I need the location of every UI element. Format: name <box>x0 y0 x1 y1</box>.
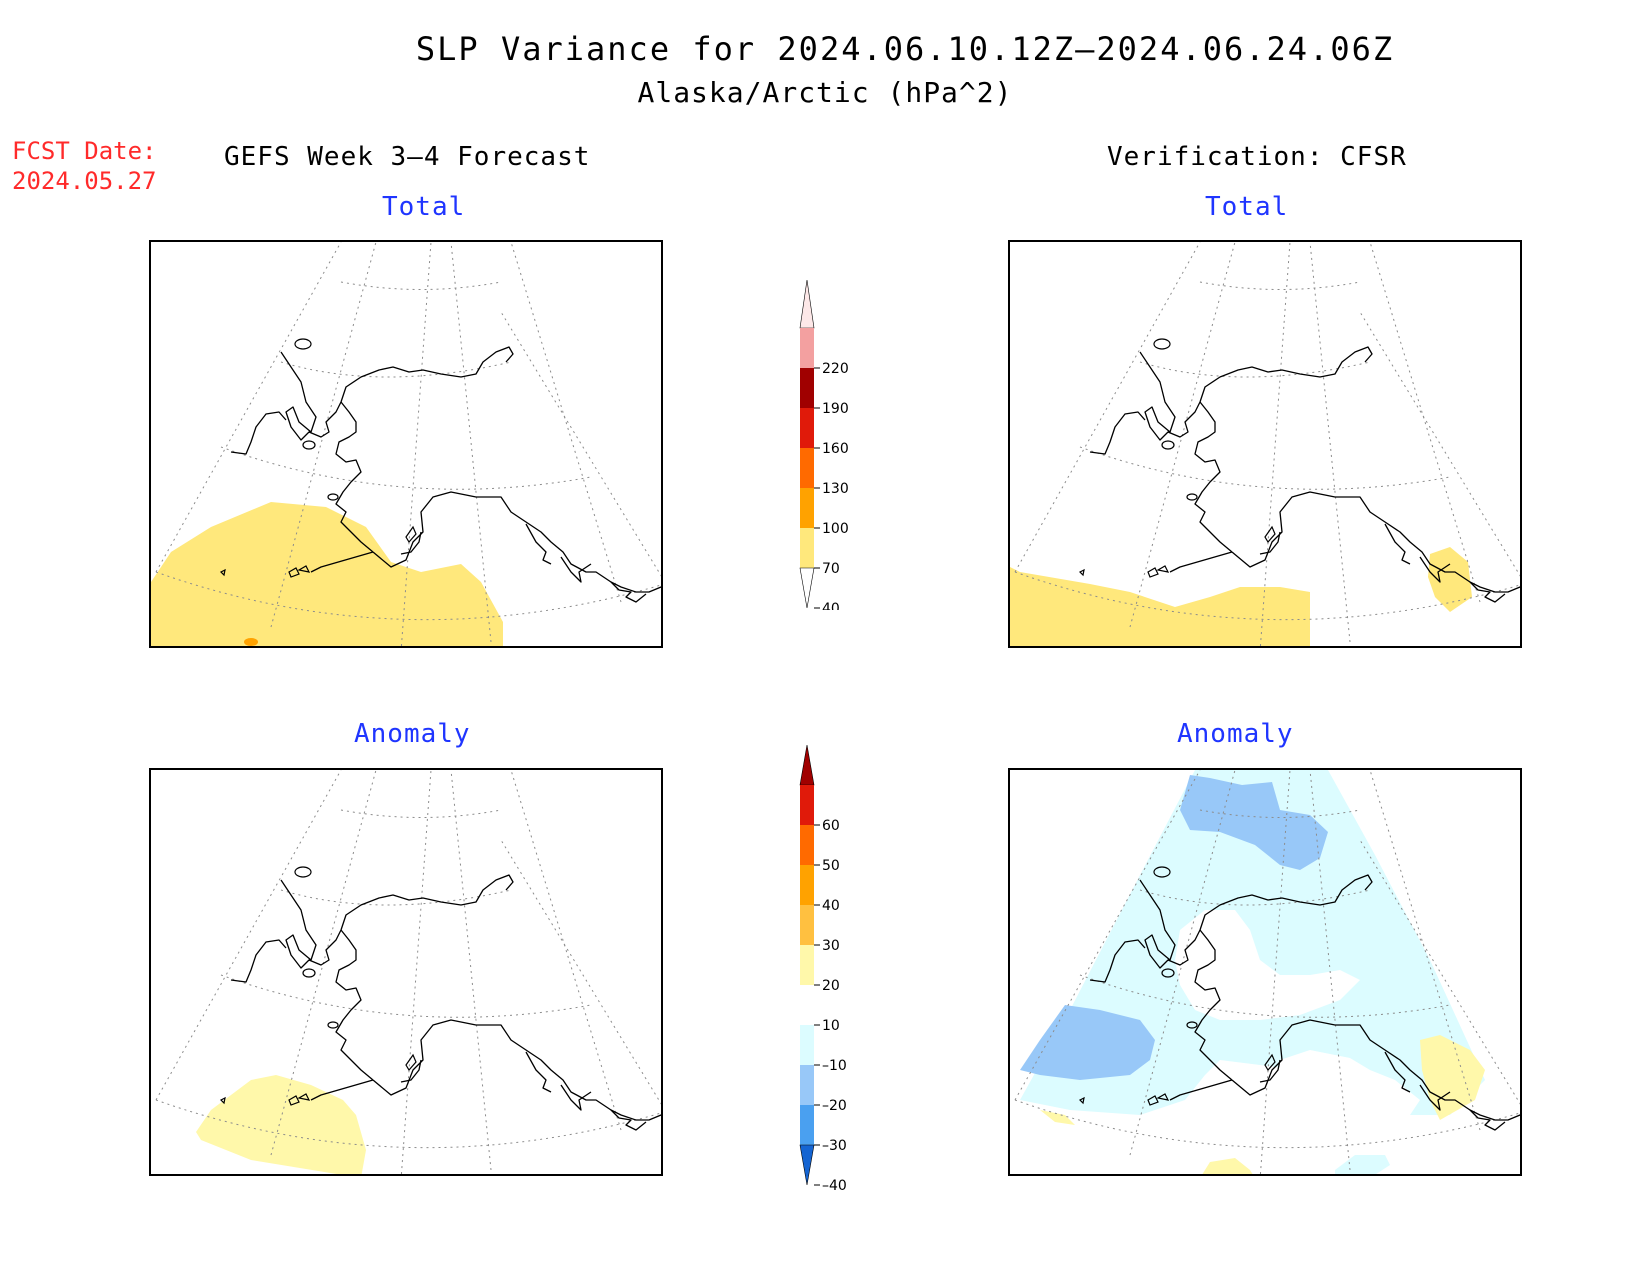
verification-total-shading-40-70-east <box>1428 547 1472 612</box>
forecast-anomaly-shading-10-20 <box>196 1075 366 1174</box>
verification-total-map <box>1008 240 1522 648</box>
anomaly-colorbar-bottom-arrow <box>799 1144 815 1186</box>
anomaly-colorbar-tick-label: 20 <box>822 978 840 994</box>
anomaly-colorbar-segment <box>800 1025 814 1065</box>
total-colorbar: 220 190 160 130 100 70 40 <box>799 280 849 610</box>
anomaly-colorbar-segment <box>800 905 814 945</box>
verification-anomaly-shading-neg20-neg30-west <box>1020 1005 1155 1080</box>
anomaly-colorbar-tick-label: 10 <box>822 1018 840 1034</box>
verification-anomaly-shading-neg10-neg20-se <box>1335 1155 1390 1174</box>
verification-anomaly-shading-10-20-south <box>1202 1158 1253 1174</box>
total-colorbar-tick-label: 160 <box>822 441 849 457</box>
anomaly-colorbar-segment <box>800 945 814 985</box>
total-colorbar-tick-label: 40 <box>822 601 840 610</box>
total-colorbar-top-arrow <box>799 280 815 329</box>
total-colorbar-segment <box>800 448 814 488</box>
anomaly-colorbar-tick-label: –20 <box>822 1098 847 1114</box>
anomaly-colorbar-tick-label: 50 <box>822 858 840 874</box>
anomaly-colorbar-tick-label: –10 <box>822 1058 847 1074</box>
forecast-total-shading-70-100 <box>244 638 258 646</box>
anomaly-colorbar-tick-label: –30 <box>822 1138 847 1154</box>
anomaly-colorbar-segment <box>800 865 814 905</box>
total-colorbar-tick-label: 100 <box>822 521 849 537</box>
forecast-anomaly-title: Anomaly <box>354 719 471 749</box>
forecast-total-title: Total <box>382 192 466 222</box>
total-colorbar-tick-label: 190 <box>822 401 849 417</box>
verification-anomaly-title: Anomaly <box>1177 719 1294 749</box>
total-colorbar-tick-label: 220 <box>822 361 849 377</box>
forecast-date-block: FCST Date: 2024.05.27 <box>12 136 157 196</box>
verification-anomaly-white-interior-south <box>1272 1050 1420 1130</box>
anomaly-colorbar-segment <box>800 785 814 825</box>
total-colorbar-segment <box>800 408 814 448</box>
anomaly-colorbar-segment <box>800 825 814 865</box>
total-colorbar-bottom-arrow <box>799 567 815 609</box>
verification-anomaly-shading-10-20-sw <box>1040 1110 1075 1125</box>
forecast-total-map <box>149 240 663 648</box>
total-colorbar-segment <box>800 528 814 568</box>
forecast-date-label: FCST Date: <box>12 137 157 165</box>
anomaly-colorbar-tick-label: 40 <box>822 898 840 914</box>
forecast-date-value: 2024.05.27 <box>12 167 157 195</box>
forecast-anomaly-map <box>149 768 663 1176</box>
anomaly-colorbar-segment <box>800 985 814 1025</box>
right-column-heading: Verification: CFSR <box>1107 142 1407 172</box>
verification-anomaly-white-interior-north <box>1175 910 1360 1020</box>
verification-anomaly-shading-neg20-neg30-north <box>1180 775 1328 870</box>
verification-total-title: Total <box>1205 192 1289 222</box>
verification-anomaly-shading-10-20-east <box>1420 1035 1485 1120</box>
total-colorbar-segment <box>800 368 814 408</box>
total-colorbar-tick-label: 70 <box>822 561 840 577</box>
verification-anomaly-white-south <box>1015 1110 1280 1174</box>
anomaly-colorbar-top-arrow <box>799 745 815 786</box>
anomaly-colorbar-tick-label: –40 <box>822 1178 847 1194</box>
left-column-heading: GEFS Week 3–4 Forecast <box>224 142 591 172</box>
anomaly-colorbar-segment <box>800 1105 814 1145</box>
figure-title: SLP Variance for 2024.06.10.12Z–2024.06.… <box>415 30 1395 68</box>
anomaly-colorbar: 60 50 40 30 20 10 –10 –20 –30 –40 <box>799 745 847 1194</box>
anomaly-colorbar-segment <box>800 1065 814 1105</box>
total-colorbar-segment <box>800 328 814 368</box>
total-colorbar-segment <box>800 488 814 528</box>
verification-total-shading-40-70-south <box>1010 567 1310 646</box>
total-colorbar-tick-label: 130 <box>822 481 849 497</box>
figure-subtitle: Alaska/Arctic (hPa^2) <box>637 76 1013 109</box>
anomaly-colorbar-tick-label: 30 <box>822 938 840 954</box>
forecast-total-shading-40-70 <box>151 502 503 646</box>
anomaly-colorbar-tick-label: 60 <box>822 818 840 834</box>
verification-anomaly-map <box>1008 768 1522 1176</box>
